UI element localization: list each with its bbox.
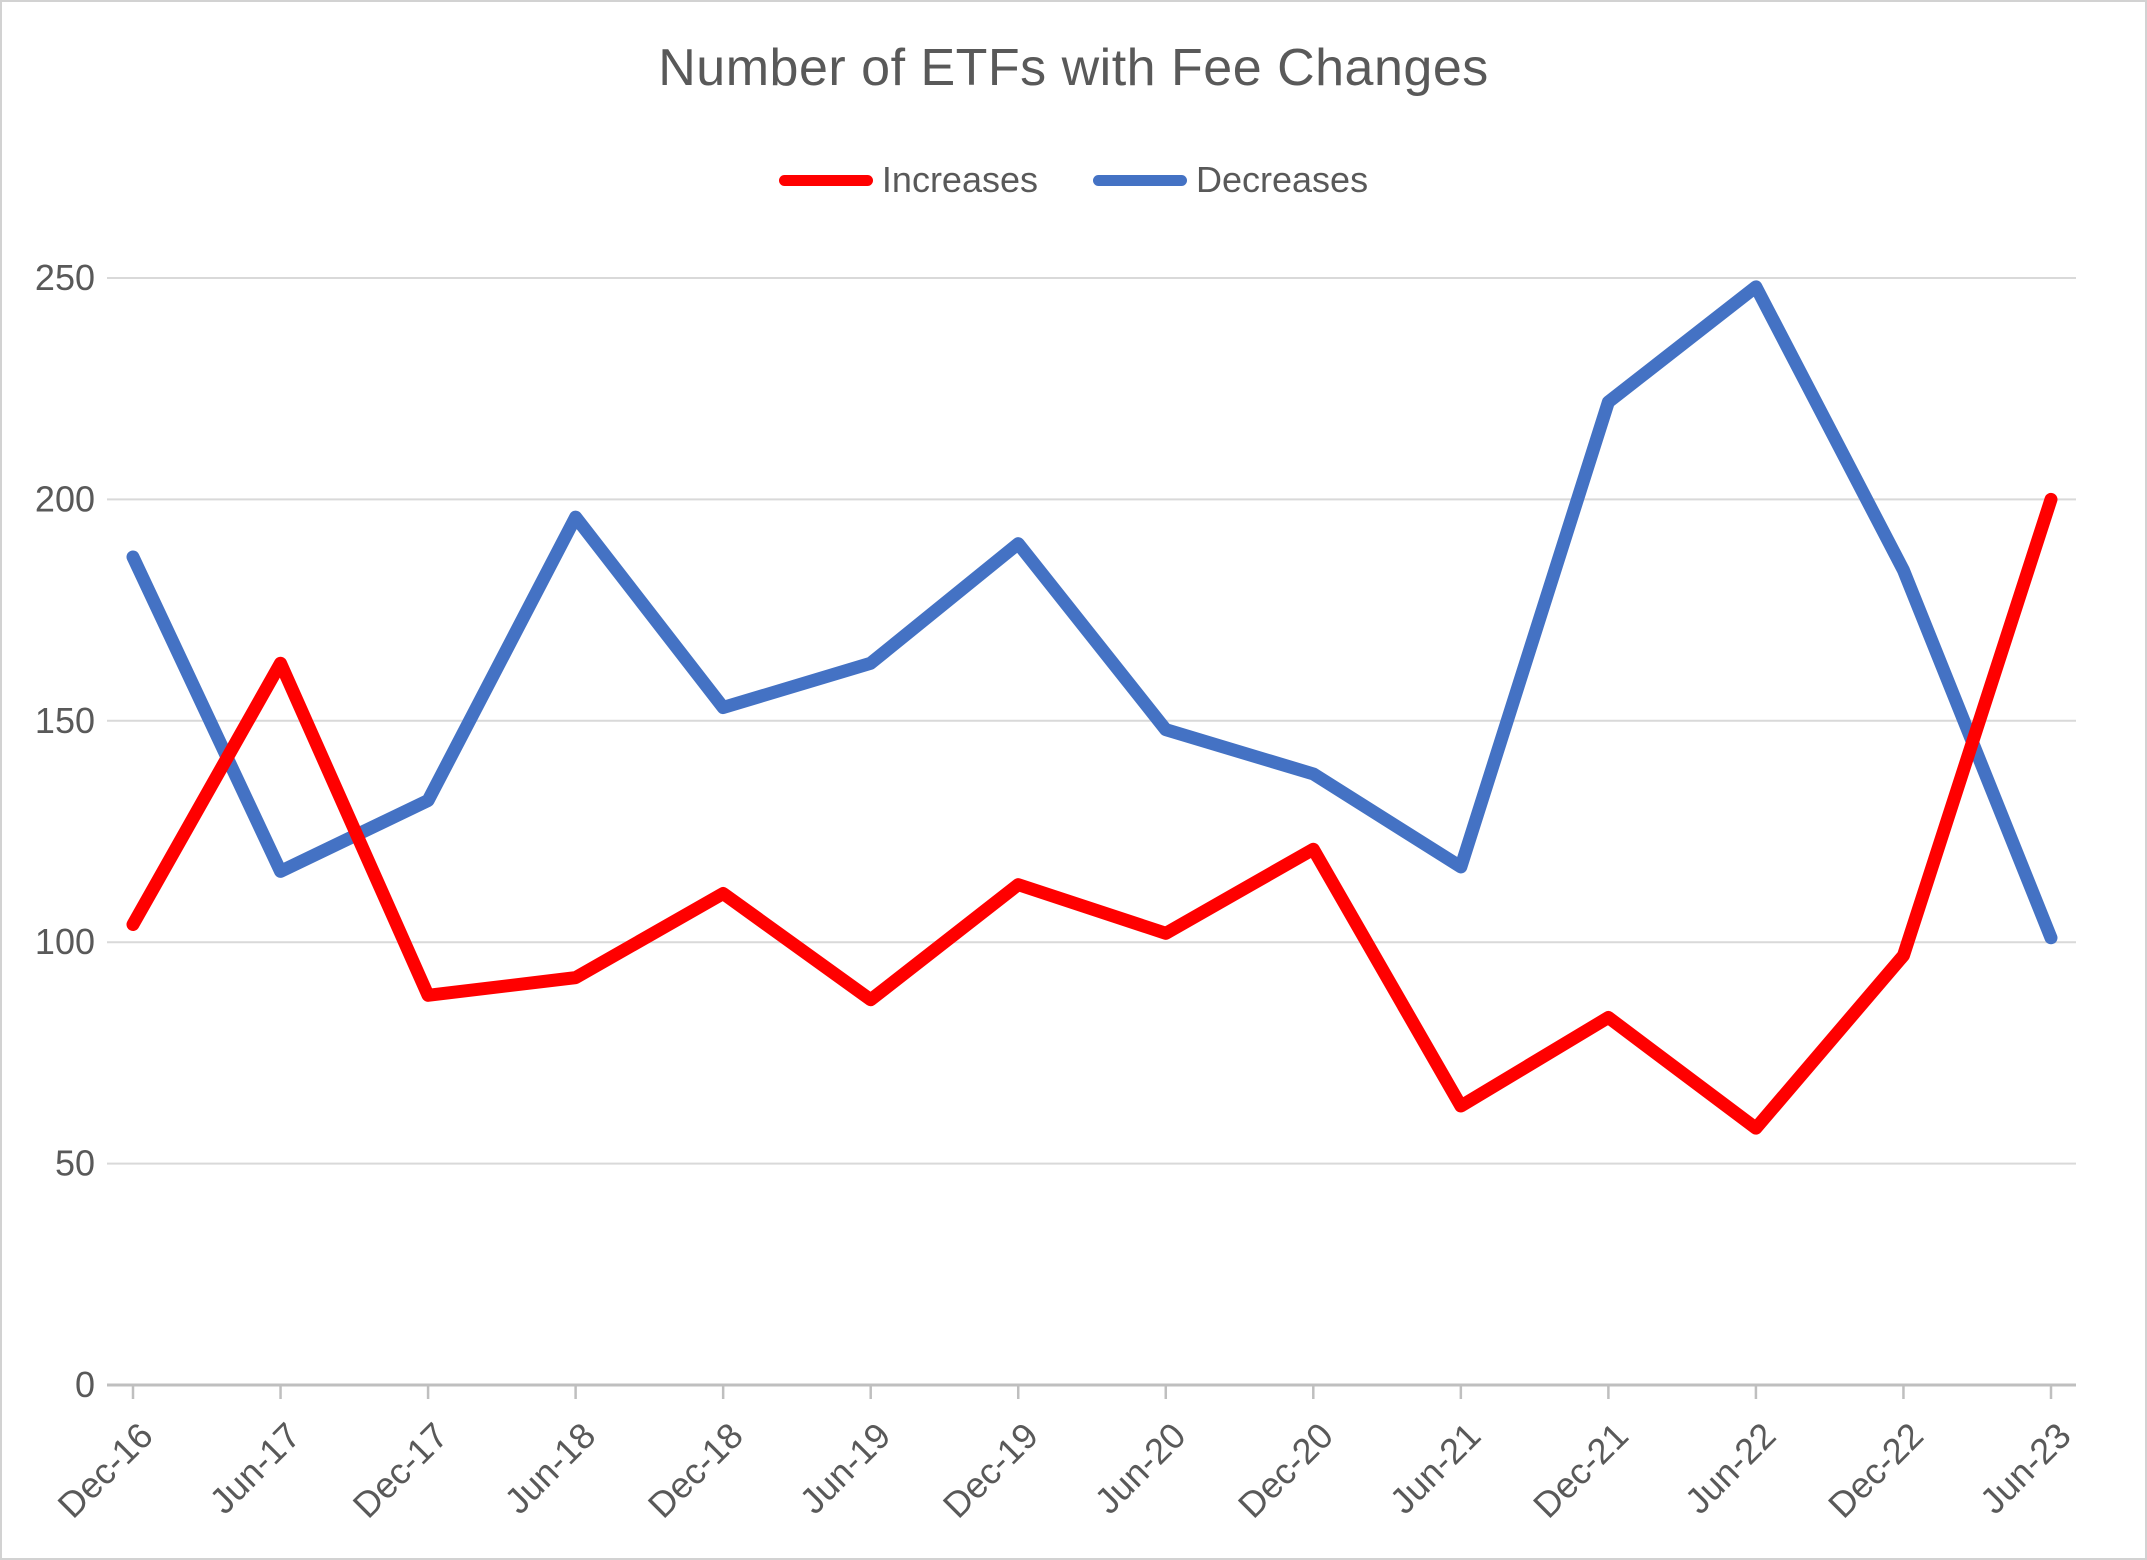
- x-tick-label: Dec-21: [1525, 1415, 1636, 1526]
- x-tick-label: Jun-21: [1382, 1415, 1489, 1522]
- x-tick-label: Jun-19: [792, 1415, 899, 1522]
- x-tick-label: Jun-22: [1677, 1415, 1784, 1522]
- legend-item-increases: Increases: [778, 159, 1038, 200]
- x-tick-label: Jun-23: [1972, 1415, 2079, 1522]
- legend-swatch-decreases: [1093, 174, 1187, 186]
- legend-label-decreases: Decreases: [1196, 159, 1369, 200]
- series-line-increases: [126, 492, 2058, 1135]
- x-tick-label: Jun-20: [1087, 1415, 1194, 1522]
- y-tick-label: 250: [35, 257, 95, 298]
- legend-swatch-increases: [778, 174, 873, 186]
- x-tick-label: Jun-18: [496, 1415, 603, 1522]
- x-tick-label: Dec-16: [50, 1415, 161, 1526]
- x-tick-label: Dec-17: [345, 1415, 456, 1526]
- x-tick-label: Jun-17: [201, 1415, 308, 1522]
- chart-title: Number of ETFs with Fee Changes: [658, 39, 1489, 97]
- legend: Increases Decreases: [2, 162, 2145, 198]
- x-tick-label: Dec-18: [640, 1415, 751, 1526]
- x-tick-label: Dec-20: [1230, 1415, 1341, 1526]
- x-tick-label: Dec-19: [935, 1415, 1046, 1526]
- y-tick-label: 0: [75, 1364, 95, 1405]
- y-tick-label: 50: [55, 1143, 95, 1184]
- y-tick-label: 100: [35, 921, 95, 962]
- x-axis-labels: Dec-16 Jun-17 Dec-17 Jun-18 Dec-18 Jun-19 Dec-…: [50, 1415, 2079, 1526]
- gridlines: [107, 277, 2076, 1165]
- legend-label-increases: Increases: [881, 159, 1038, 200]
- legend-item-decreases: Decreases: [1093, 162, 1368, 198]
- y-tick-label: 200: [35, 478, 95, 519]
- y-axis-labels: 0 50 100 150 200 250: [35, 257, 95, 1405]
- x-axis-ticks: [131, 1385, 2053, 1399]
- x-tick-label: Dec-22: [1820, 1415, 1931, 1526]
- series-line-decreases: [126, 280, 2058, 945]
- y-tick-label: 150: [35, 700, 95, 741]
